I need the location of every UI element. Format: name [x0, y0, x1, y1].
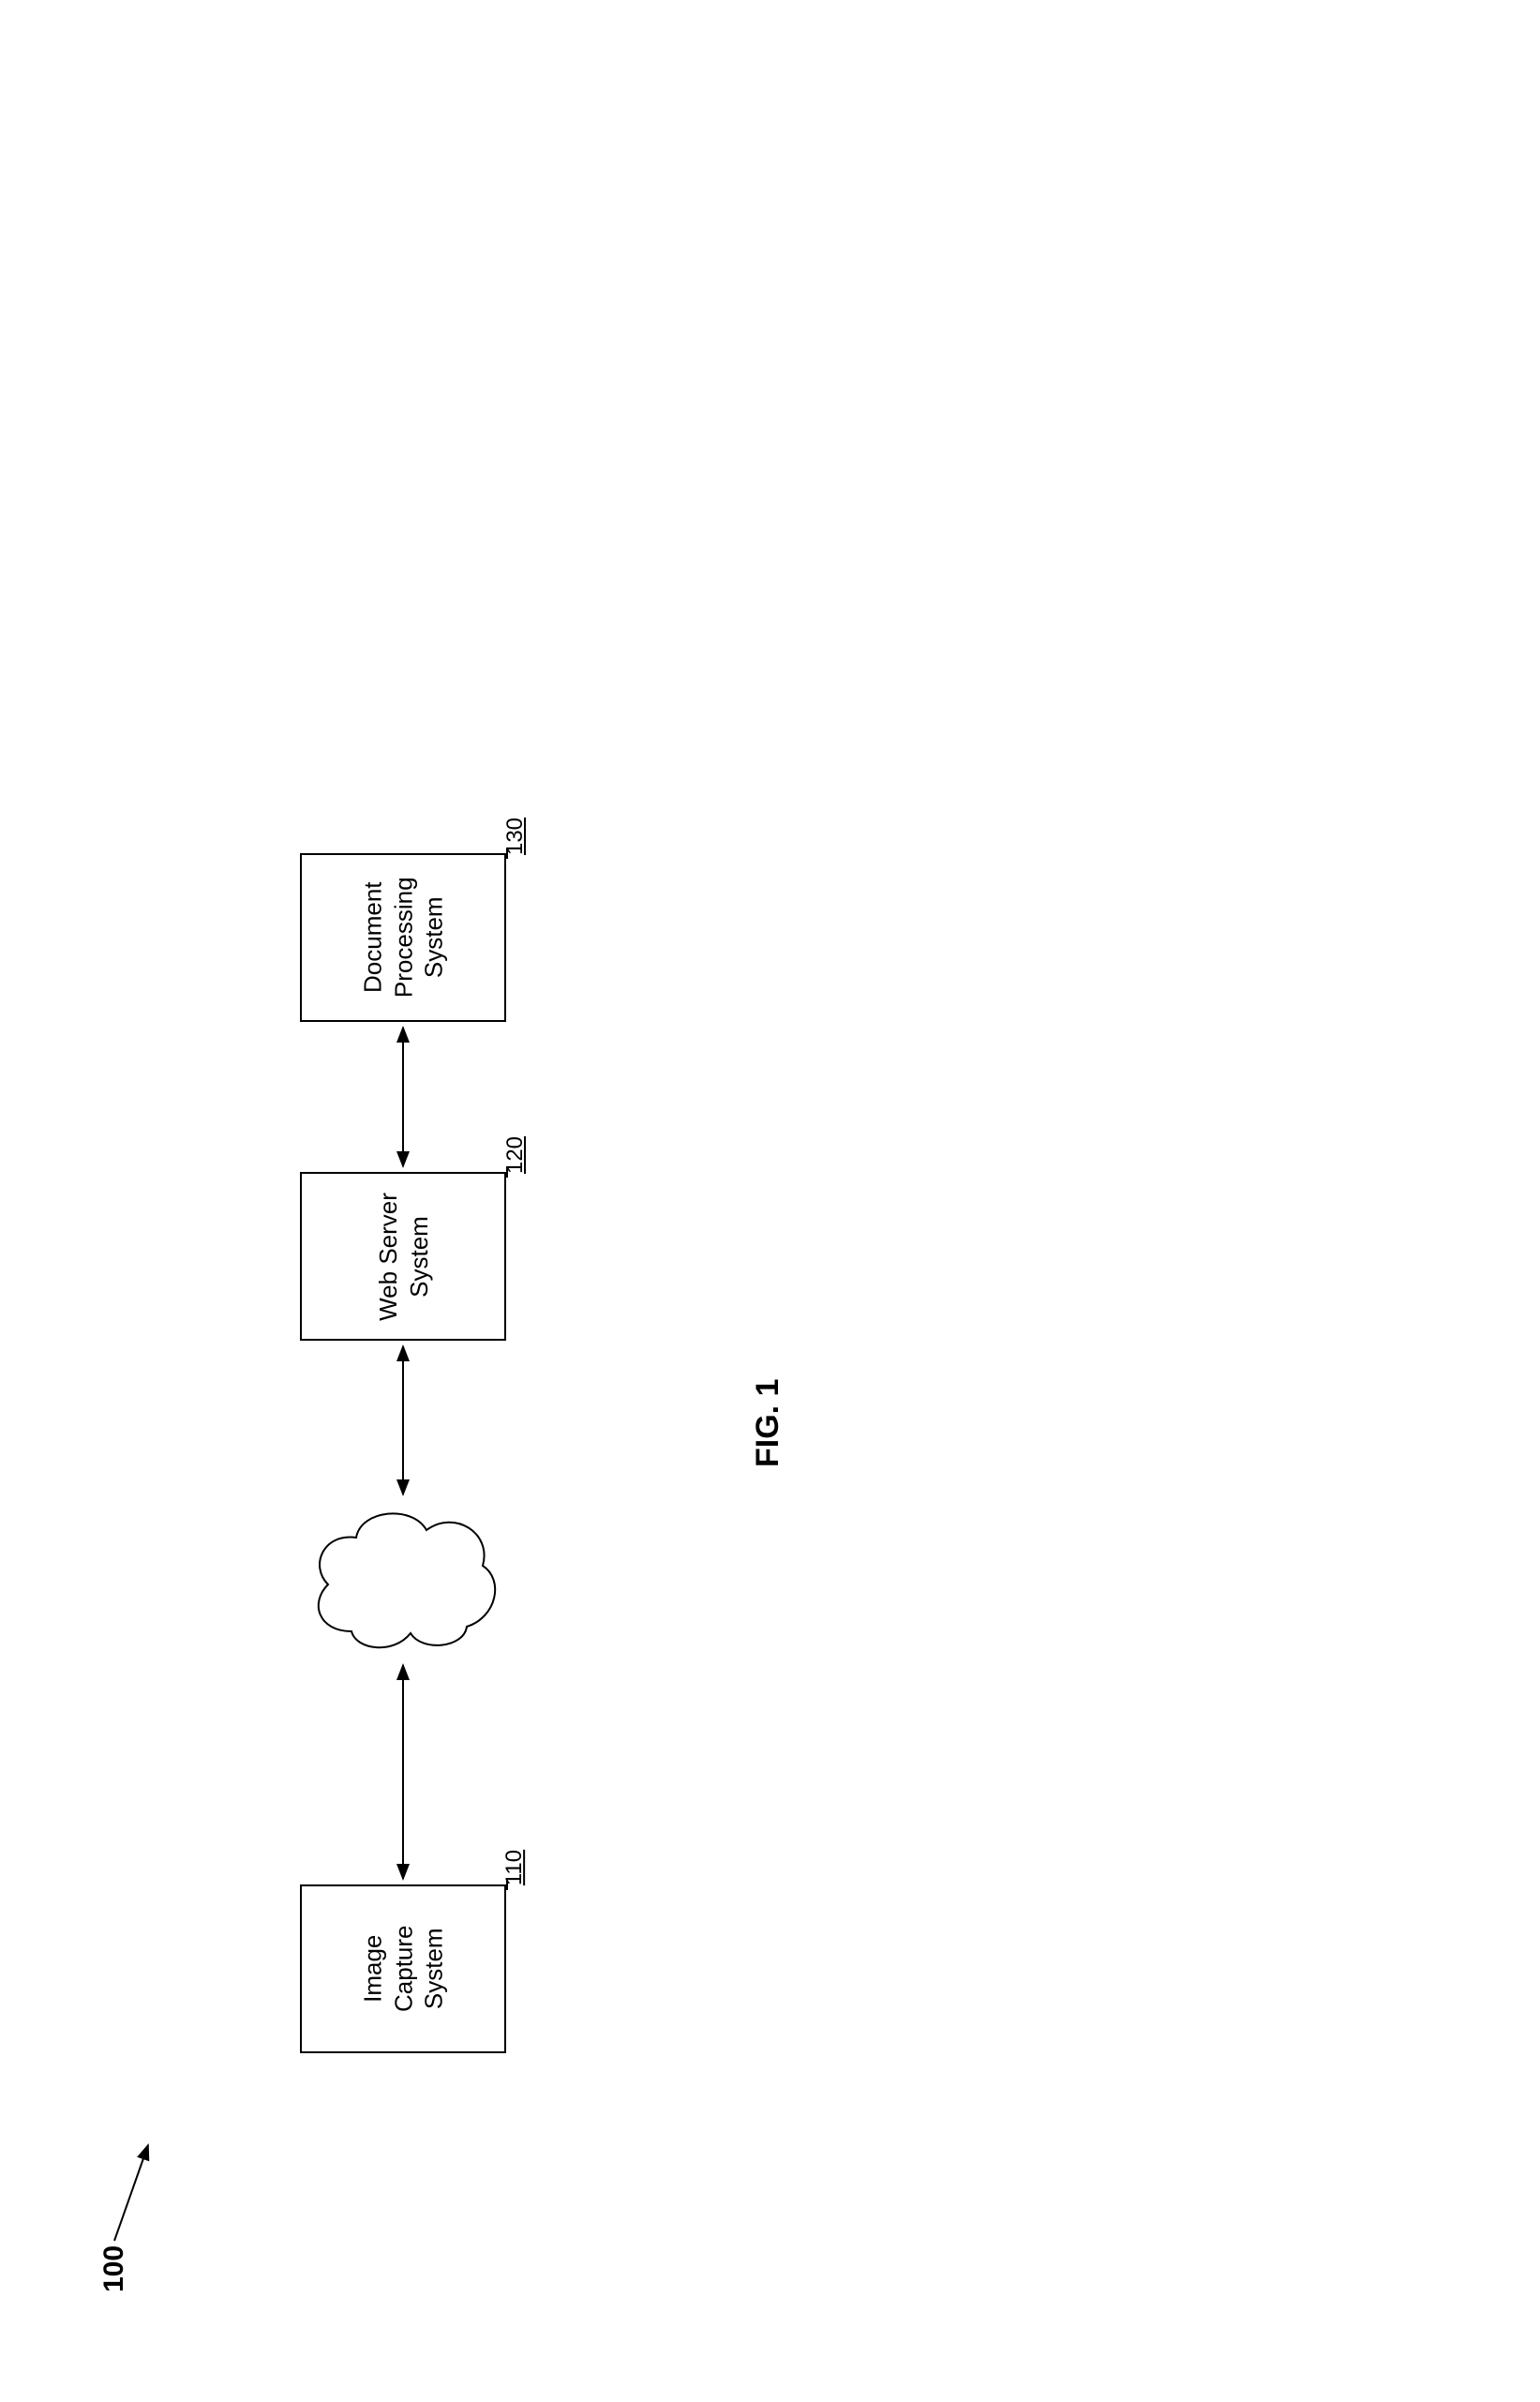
- node-image-capture-label: ImageCaptureSystem: [353, 1922, 453, 2017]
- edge-cloud-webserver: [394, 1341, 412, 1500]
- ref-130-tick: [506, 848, 508, 859]
- edge-webserver-docproc: [394, 1022, 412, 1172]
- system-ref-arrow: [103, 2138, 159, 2250]
- figure-label: FIG. 1: [750, 1355, 787, 1467]
- edge-imagecapture-cloud: [394, 1659, 412, 1884]
- ref-110-tick: [506, 1879, 508, 1890]
- diagram-page: 100 ImageCaptureSystem 110: [0, 0, 1540, 2402]
- node-cloud: [300, 1491, 506, 1669]
- node-web-server-label: Web ServerSystem: [368, 1189, 437, 1325]
- node-doc-processing: DocumentProcessingSystem: [300, 853, 506, 1022]
- node-image-capture: ImageCaptureSystem: [300, 1884, 506, 2053]
- node-web-server: Web ServerSystem: [300, 1172, 506, 1341]
- ref-120-tick: [506, 1166, 508, 1178]
- node-doc-processing-label: DocumentProcessingSystem: [353, 874, 453, 1002]
